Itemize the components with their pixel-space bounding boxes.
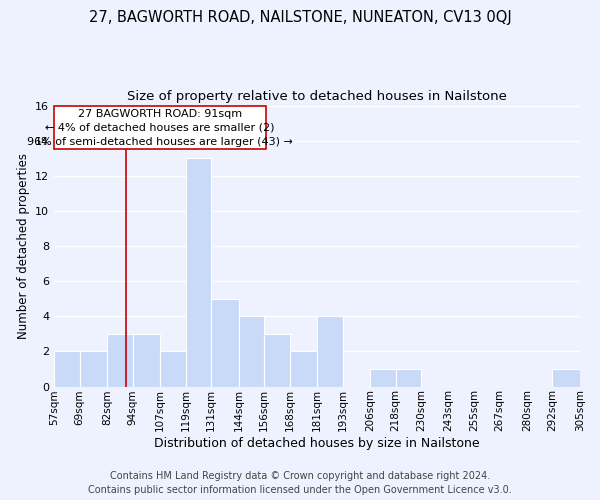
Bar xyxy=(290,352,317,386)
Bar xyxy=(553,369,580,386)
Bar xyxy=(185,158,211,386)
Bar xyxy=(133,334,160,386)
Title: Size of property relative to detached houses in Nailstone: Size of property relative to detached ho… xyxy=(127,90,507,103)
Bar xyxy=(264,334,290,386)
Bar xyxy=(211,298,239,386)
Bar xyxy=(54,352,80,386)
Bar xyxy=(239,316,264,386)
Bar xyxy=(80,352,107,386)
FancyBboxPatch shape xyxy=(54,106,266,150)
Text: Contains HM Land Registry data © Crown copyright and database right 2024.
Contai: Contains HM Land Registry data © Crown c… xyxy=(88,471,512,495)
Bar xyxy=(395,369,421,386)
Text: 27 BAGWORTH ROAD: 91sqm
← 4% of detached houses are smaller (2)
96% of semi-deta: 27 BAGWORTH ROAD: 91sqm ← 4% of detached… xyxy=(27,108,293,146)
Text: 27, BAGWORTH ROAD, NAILSTONE, NUNEATON, CV13 0QJ: 27, BAGWORTH ROAD, NAILSTONE, NUNEATON, … xyxy=(89,10,511,25)
Bar xyxy=(107,334,133,386)
Y-axis label: Number of detached properties: Number of detached properties xyxy=(17,153,29,339)
Bar xyxy=(317,316,343,386)
X-axis label: Distribution of detached houses by size in Nailstone: Distribution of detached houses by size … xyxy=(154,437,480,450)
Bar xyxy=(160,352,185,386)
Bar xyxy=(370,369,395,386)
